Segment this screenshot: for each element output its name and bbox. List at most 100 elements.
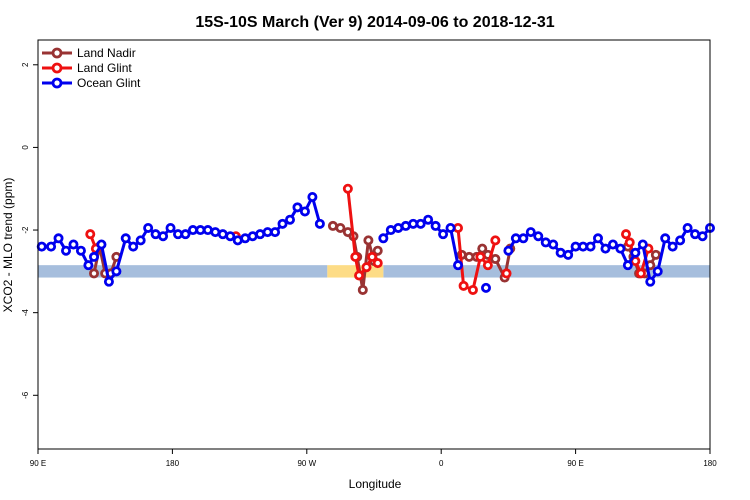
x-axis: 90 E 180 90 W 0 90 E 180 [30,449,717,468]
band-ocean-0 [38,265,328,278]
data-point [158,231,169,242]
data-point [445,222,456,233]
data-point [482,260,493,271]
data-point [83,260,94,271]
data-point [270,227,281,238]
data-point [53,233,64,244]
x-tick-label: 90 E [30,459,46,468]
x-tick-label: 0 [439,459,444,468]
data-point [335,222,346,233]
data-point [518,233,529,244]
x-tick-label: 180 [703,459,717,468]
data-point [503,245,514,256]
y-tick-label: 2 [21,62,30,67]
legend-label: Land Glint [77,61,132,75]
data-point [363,235,374,246]
y-tick-label: -4 [21,309,30,317]
data-point [458,280,469,291]
data-point [593,233,604,244]
data-point [85,229,96,240]
data-point [477,243,488,254]
data-point [607,239,618,250]
data-point [635,268,646,279]
data-point [697,231,708,242]
data-point [682,222,693,233]
data-point [645,276,656,287]
data-point [350,251,361,262]
data-point [36,241,47,252]
y-axis-label: XCO2 - MLO trend (ppm) [1,178,15,313]
data-point [624,237,635,248]
y-tick-label: -6 [21,391,30,399]
data-point [430,220,441,231]
data-point [533,231,544,242]
x-tick-label: 90 W [297,459,316,468]
data-point [423,214,434,225]
data-point [525,227,536,238]
data-point [660,233,671,244]
data-point [622,260,633,271]
legend-marker [51,47,63,59]
data-point [615,243,626,254]
data-point [143,222,154,233]
data-point [75,245,86,256]
data-point [120,233,131,244]
x-axis-label: Longitude [349,477,402,491]
data-point [621,229,632,240]
background-bands [38,265,710,278]
data-point [501,268,512,279]
data-point [378,233,389,244]
data-point [475,251,486,262]
data-point [357,284,368,295]
data-point [292,202,303,213]
data-point [452,260,463,271]
legend-marker [51,62,63,74]
data-point [180,229,191,240]
data-point [307,191,318,202]
data-point [342,183,353,194]
data-point [372,258,383,269]
series-layer [36,183,716,295]
series-ocean-glint [36,191,716,293]
x-tick-label: 90 E [567,459,583,468]
y-axis: 2 0 -2 -4 -6 [21,62,38,399]
legend-label: Ocean Glint [77,76,141,90]
data-point [361,262,372,273]
data-point [277,218,288,229]
data-point [135,235,146,246]
data-point [354,270,365,281]
legend-item: Land Glint [42,61,132,75]
chart-title: 15S-10S March (Ver 9) 2014-09-06 to 2018… [195,14,554,31]
data-point [630,247,641,258]
data-point [89,268,100,279]
data-point [225,231,236,242]
legend-label: Land Nadir [77,46,136,60]
legend-item: Land Nadir [42,46,136,60]
y-tick-label: -2 [21,226,30,234]
legend-item: Ocean Glint [42,76,141,90]
data-point [438,229,449,240]
data-point [299,206,310,217]
data-point [128,241,139,252]
data-point [103,276,114,287]
data-point [415,218,426,229]
data-point [563,249,574,260]
data-point [96,239,107,250]
data-point [650,249,661,260]
data-point [667,241,678,252]
data-point [89,251,100,262]
plot-frame [37,39,711,450]
data-point [585,241,596,252]
data-point [490,235,501,246]
data-point [111,266,122,277]
data-point [600,243,611,254]
data-point [467,284,478,295]
data-point [284,214,295,225]
data-point [675,235,686,246]
data-point [480,282,491,293]
data-point [46,241,57,252]
data-point [367,251,378,262]
data-point [68,239,79,250]
